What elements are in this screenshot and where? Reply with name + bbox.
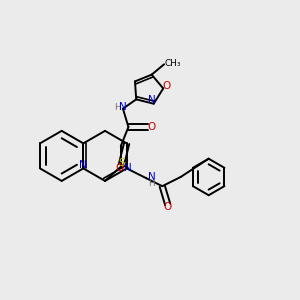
Text: N: N [124,164,132,173]
Text: O: O [164,202,172,212]
Text: H: H [148,179,155,188]
Text: O: O [148,122,156,132]
Text: CH₃: CH₃ [164,59,181,68]
Text: H: H [114,103,120,112]
Text: O: O [162,80,170,91]
Text: N: N [148,95,156,105]
Text: S: S [118,158,125,168]
Text: N: N [119,102,127,112]
Text: N: N [148,172,156,182]
Text: N: N [80,160,87,170]
Text: O: O [116,163,124,173]
